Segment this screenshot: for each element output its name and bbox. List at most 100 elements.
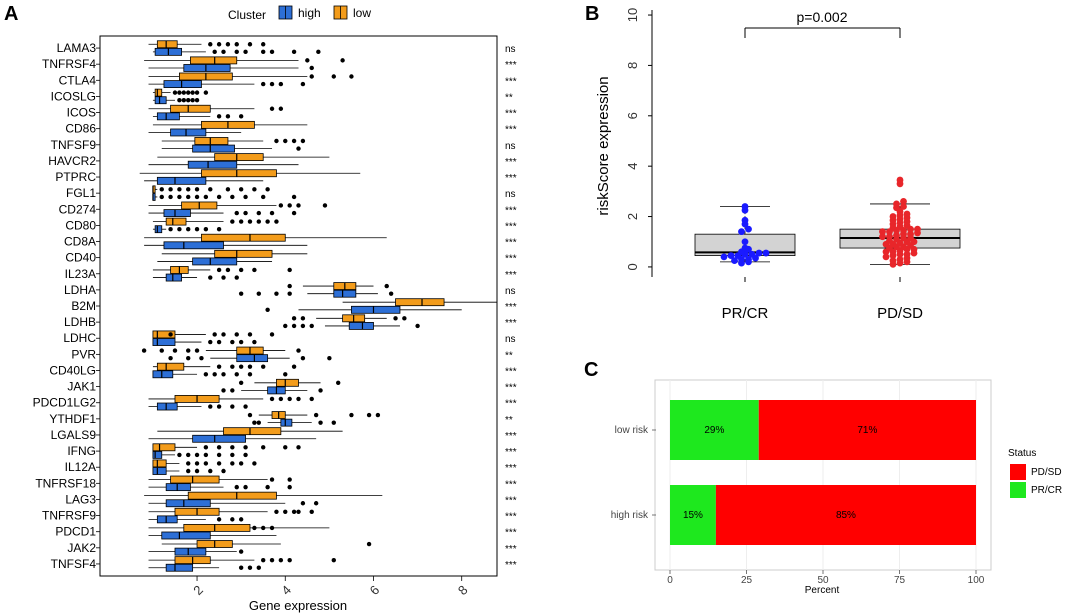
box-ythdf1-high-outlier	[256, 420, 261, 425]
box-pdcd1-low-outlier	[261, 525, 266, 531]
gene-label-ythdf1: YTHDF1	[49, 412, 96, 426]
box-jak2-high-outlier	[238, 549, 244, 554]
point-pd-sd	[907, 230, 914, 238]
box-il23a-low-outlier	[216, 267, 222, 273]
box-tnfrsf9-high-outlier	[238, 517, 244, 522]
box-il23a-low-outlier	[287, 267, 292, 273]
box-ldhb-low-outlier	[291, 316, 297, 321]
x-tick-label-0: 0	[667, 575, 673, 586]
significance-lag3: ***	[505, 495, 517, 506]
gene-label-ldhc: LDHC	[63, 331, 96, 345]
box-ldha-high-box	[333, 289, 357, 298]
box-ldha-high-outlier	[238, 291, 244, 296]
box-lama3-high-outlier	[291, 49, 297, 55]
box-cd8a-low-box	[201, 233, 286, 242]
box-ctla4-high-outlier	[261, 81, 266, 87]
box-fgl1-high-outlier	[261, 194, 266, 200]
box-ifng-low-outlier	[230, 445, 235, 450]
box-b2m-low-box	[395, 298, 445, 307]
box-cd274-high-outlier	[234, 210, 239, 216]
significance-cd274: ***	[505, 205, 517, 216]
box-ctla4-high-outlier	[269, 81, 275, 87]
significance-ifng: ***	[505, 447, 517, 458]
box-il12a-low-outlier	[203, 461, 209, 466]
box-tnfsf9-low-outlier	[274, 138, 279, 144]
point-pd-sd	[879, 233, 886, 241]
point-pd-sd	[896, 176, 904, 184]
box-fgl1-low-outlier	[168, 187, 173, 192]
significance-tnfsf4: ***	[505, 560, 517, 571]
x-tick-label-4: 4	[278, 582, 294, 598]
box-tnfrsf18-low-outlier	[287, 477, 292, 482]
gene-label-b2m: B2M	[71, 299, 96, 313]
significance-ldha: ns	[505, 286, 516, 297]
point-pd-sd	[889, 213, 897, 220]
x-tick-label-2: 2	[190, 582, 206, 598]
box-ldhc-low-outlier	[247, 332, 253, 337]
box-cd40lg-low-outlier	[291, 364, 297, 369]
box-cd274-high-outlier	[269, 210, 275, 216]
box-fgl1-high-outlier	[230, 194, 235, 200]
box-icos-low-box	[170, 104, 211, 113]
box-ythdf1-high-outlier	[252, 420, 257, 425]
cluster-legend-title: Cluster	[228, 8, 266, 22]
y-tick-label-8: 8	[625, 62, 640, 69]
gene-label-icos: ICOS	[67, 106, 96, 120]
box-tnfsf9-low-box	[194, 137, 229, 145]
box-fgl1-high-outlier	[291, 194, 297, 200]
box-ythdf1-high-box	[280, 418, 293, 427]
legend-swatch-pd-sd	[1010, 464, 1026, 480]
box-lama3-low-box	[156, 40, 178, 49]
box-ifng-high-outlier	[194, 452, 200, 458]
box-jak1-high-outlier	[230, 388, 235, 393]
box-cd274-high-box	[163, 209, 191, 217]
box-jak1-low-outlier	[238, 380, 244, 386]
panel-c-x-axis-title: Percent	[805, 585, 840, 596]
box-il12a-high-box	[152, 467, 167, 475]
box-ctla4-high-outlier	[278, 81, 284, 87]
box-lama3-high-outlier	[316, 49, 321, 55]
point-pd-sd	[893, 200, 900, 208]
box-icos-high-outlier	[225, 114, 231, 119]
legend-swatch-pr-cr	[1010, 482, 1026, 498]
box-pvr-high-outlier	[327, 355, 332, 361]
box-tnfsf9-high-box	[192, 144, 235, 153]
box-icoslg-high-outlier	[190, 98, 195, 103]
box-cd80-low-outlier	[230, 219, 235, 224]
box-pvr-high-outlier	[300, 355, 306, 361]
box-tnfrsf18-high-box	[165, 483, 191, 492]
box-jak2-high-box	[174, 547, 207, 556]
box-icoslg-high-box	[154, 96, 167, 105]
box-fgl1-low-outlier	[186, 187, 191, 192]
box-icos-low-outlier	[269, 106, 275, 111]
gene-label-fgl1: FGL1	[66, 186, 96, 200]
box-lama3-low-outlier	[261, 42, 266, 47]
significance-ythdf1: **	[505, 415, 513, 426]
box-ldhc-low-outlier	[212, 332, 217, 337]
point-pd-sd	[882, 253, 890, 261]
box-ctla4-low-outlier	[349, 74, 354, 79]
box-ldhb-low-outlier	[393, 316, 398, 321]
significance-cd8a: ***	[505, 238, 517, 249]
panel-letter-b: B	[585, 3, 599, 25]
point-pr-cr	[731, 257, 738, 265]
box-cd40lg-high-outlier	[221, 372, 226, 377]
box-fgl1-high-outlier	[203, 194, 209, 200]
box-icoslg-low-outlier	[190, 90, 195, 95]
box-il23a-high-outlier	[221, 275, 226, 280]
box-ldhb-high-outlier	[415, 323, 420, 329]
box-pdcd1-low-outlier	[252, 525, 257, 531]
box-cd40lg-low-box	[156, 362, 185, 371]
box-lama3-high-outlier	[234, 49, 239, 55]
box-fgl1-low-outlier	[194, 187, 200, 192]
box-ythdf1-low-outlier	[349, 412, 354, 418]
box-il23a-high-outlier	[234, 275, 239, 280]
significance-pvr: **	[505, 350, 513, 361]
box-ldhc-high-outlier	[252, 339, 257, 345]
box-ifng-high-outlier	[230, 452, 235, 458]
box-lgals9-high-box	[192, 434, 246, 443]
legend-label-high: high	[298, 6, 321, 20]
gene-label-tnfrsf18: TNFRSF18	[35, 476, 96, 490]
box-cd80-low-outlier	[274, 219, 279, 224]
box-il12a-high-outlier	[221, 468, 226, 474]
